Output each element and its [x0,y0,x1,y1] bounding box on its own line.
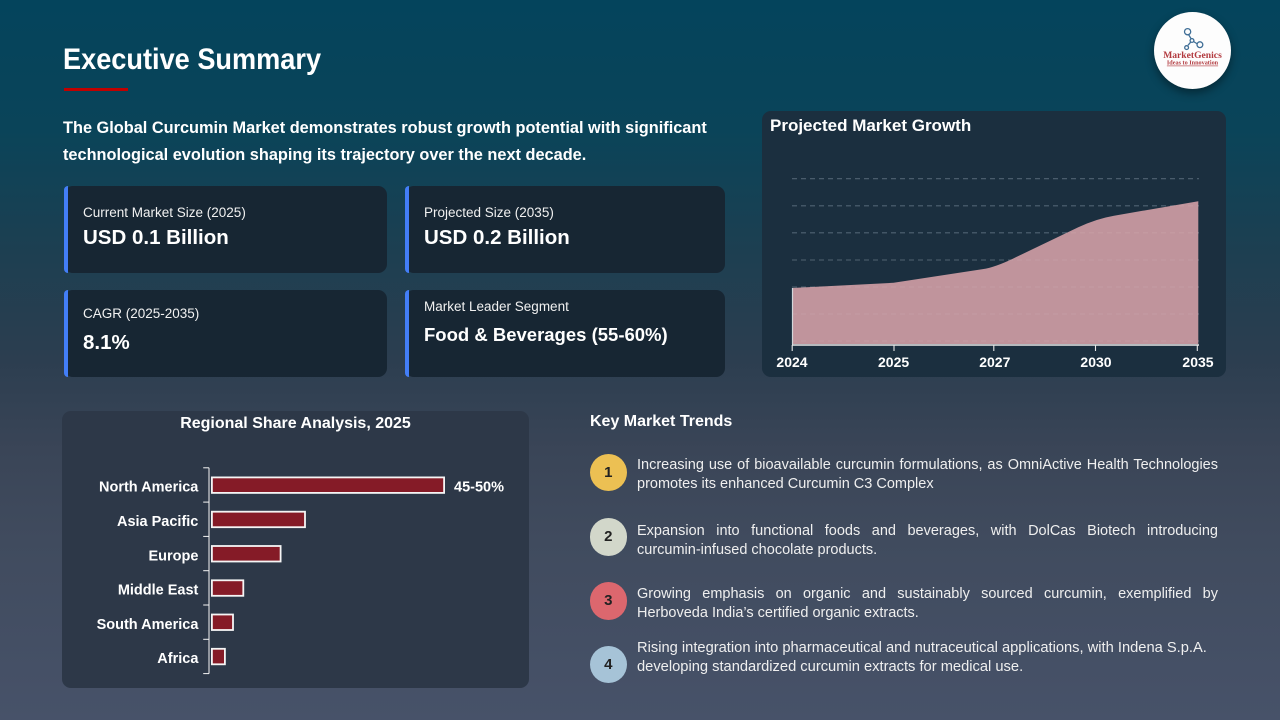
svg-text:Africa: Africa [157,651,199,667]
svg-text:2027: 2027 [979,354,1010,370]
svg-text:Asia Pacific: Asia Pacific [117,514,198,530]
svg-text:2025: 2025 [878,354,909,370]
svg-text:North America: North America [99,480,199,496]
svg-text:Middle East: Middle East [118,583,199,599]
svg-text:Europe: Europe [148,548,198,564]
svg-text:MarketGenics: MarketGenics [1163,50,1222,61]
svg-text:45-50%: 45-50% [454,480,504,496]
svg-text:2030: 2030 [1080,354,1111,370]
svg-text:Ideas to Innovation: Ideas to Innovation [1167,60,1219,67]
svg-text:2024: 2024 [776,354,807,370]
svg-text:South America: South America [97,617,200,633]
svg-text:2035: 2035 [1182,354,1213,370]
